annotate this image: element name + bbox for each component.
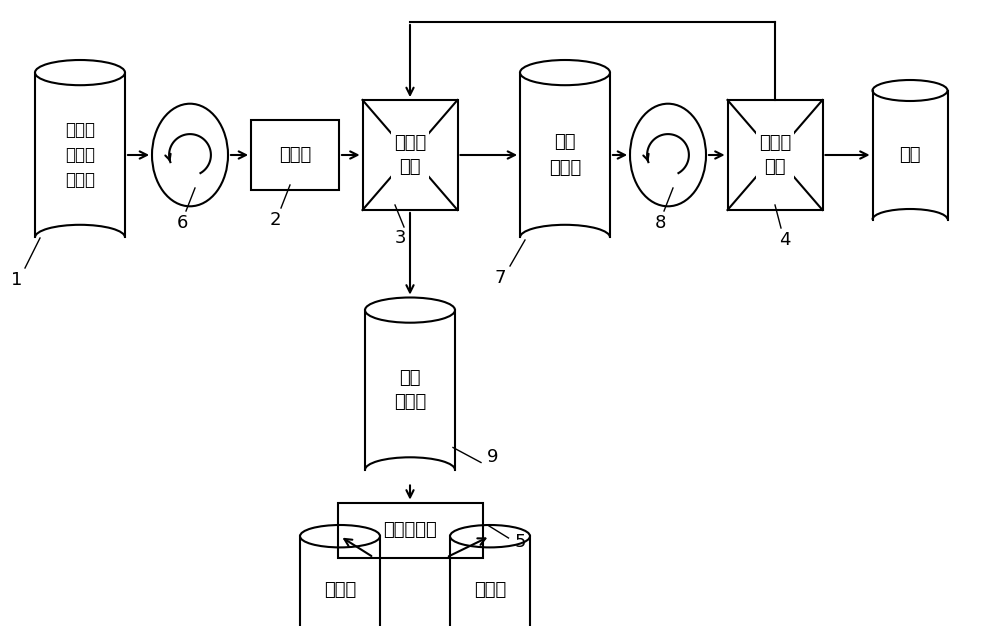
Text: 3: 3 [394, 229, 406, 247]
Text: 7: 7 [494, 269, 506, 287]
Bar [728, 100, 822, 210]
Text: 产品酸: 产品酸 [474, 581, 506, 599]
Bar [251, 120, 339, 190]
Text: 浓缩膜
系统: 浓缩膜 系统 [394, 134, 426, 176]
Bar [338, 503, 482, 558]
Text: 9: 9 [487, 448, 499, 466]
Text: 8: 8 [654, 214, 666, 232]
Text: 6: 6 [176, 214, 188, 232]
Text: 4: 4 [779, 231, 791, 249]
Text: 产品碱: 产品碱 [324, 581, 356, 599]
Text: 5: 5 [515, 533, 526, 551]
Text: 纯水: 纯水 [899, 146, 921, 164]
Text: 第二
缓冲罐: 第二 缓冲罐 [394, 369, 426, 411]
Text: 过滤器: 过滤器 [279, 146, 311, 164]
Text: 2: 2 [269, 211, 281, 229]
Text: 第一
缓冲罐: 第一 缓冲罐 [549, 133, 581, 177]
Bar [362, 100, 458, 210]
Text: 反渗透
系统: 反渗透 系统 [759, 134, 791, 176]
Text: 双极膜系统: 双极膜系统 [383, 521, 437, 539]
Text: 石墨烯
生产废
水储罐: 石墨烯 生产废 水储罐 [65, 121, 95, 189]
Text: 1: 1 [11, 271, 23, 289]
